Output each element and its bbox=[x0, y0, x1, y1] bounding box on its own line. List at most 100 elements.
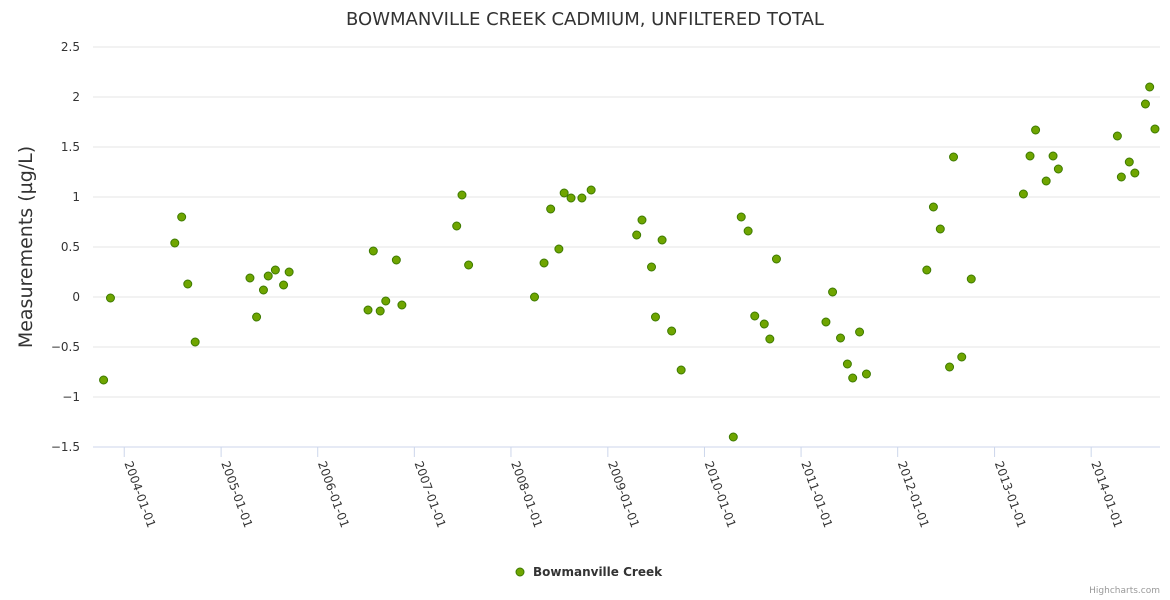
data-point[interactable] bbox=[99, 375, 109, 385]
data-point[interactable] bbox=[577, 193, 587, 203]
x-tick-label: 2014-01-01 bbox=[1088, 459, 1125, 529]
y-tick-label: −0.5 bbox=[51, 340, 80, 354]
data-point[interactable] bbox=[637, 215, 647, 225]
data-point[interactable] bbox=[743, 226, 753, 236]
data-point[interactable] bbox=[765, 334, 775, 344]
data-point[interactable] bbox=[657, 235, 667, 245]
y-tick-label: −1 bbox=[62, 390, 80, 404]
data-point[interactable] bbox=[177, 212, 187, 222]
data-point[interactable] bbox=[667, 326, 677, 336]
y-axis-title: Measurements (µg/L) bbox=[15, 146, 37, 348]
data-point[interactable] bbox=[647, 262, 657, 272]
x-axis: 2004-01-01 2005-01-01 2006-01-01 2007-01-01… bbox=[121, 447, 1125, 530]
y-tick-label: 2.5 bbox=[61, 40, 80, 54]
chart-title: BOWMANVILLE CREEK CADMIUM, UNFILTERED TO… bbox=[346, 9, 824, 30]
data-point[interactable] bbox=[566, 193, 576, 203]
data-point[interactable] bbox=[375, 306, 385, 316]
data-point[interactable] bbox=[771, 254, 781, 264]
data-point[interactable] bbox=[270, 265, 280, 275]
data-point[interactable] bbox=[391, 255, 401, 265]
data-point[interactable] bbox=[258, 285, 268, 295]
data-point[interactable] bbox=[1116, 172, 1126, 182]
y-tick-label: 1 bbox=[72, 190, 80, 204]
data-point[interactable] bbox=[861, 369, 871, 379]
data-point[interactable] bbox=[105, 293, 115, 303]
data-point[interactable] bbox=[957, 352, 967, 362]
data-point[interactable] bbox=[546, 204, 556, 214]
x-tick-label: 2011-01-01 bbox=[798, 459, 835, 529]
data-point[interactable] bbox=[736, 212, 746, 222]
legend-item-label[interactable]: Bowmanville Creek bbox=[533, 565, 663, 579]
series-bowmanville-creek[interactable] bbox=[99, 82, 1160, 442]
data-point[interactable] bbox=[759, 319, 769, 329]
x-tick-label: 2008-01-01 bbox=[508, 459, 545, 529]
data-point[interactable] bbox=[554, 244, 564, 254]
y-tick-label: 2 bbox=[72, 90, 80, 104]
data-point[interactable] bbox=[183, 279, 193, 289]
data-point[interactable] bbox=[842, 359, 852, 369]
y-tick-label: 0.5 bbox=[61, 240, 80, 254]
data-point[interactable] bbox=[170, 238, 180, 248]
data-point[interactable] bbox=[457, 190, 467, 200]
data-point[interactable] bbox=[650, 312, 660, 322]
data-point[interactable] bbox=[363, 305, 373, 315]
data-point[interactable] bbox=[1124, 157, 1134, 167]
x-tick-label: 2005-01-01 bbox=[218, 459, 255, 529]
data-point[interactable] bbox=[263, 271, 273, 281]
y-axis: 2.5 2 1.5 1 0.5 0 −0.5 −1 −1.5 bbox=[51, 40, 80, 454]
data-point[interactable] bbox=[464, 260, 474, 270]
data-point[interactable] bbox=[1145, 82, 1155, 92]
data-point[interactable] bbox=[928, 202, 938, 212]
data-point[interactable] bbox=[750, 311, 760, 321]
data-point[interactable] bbox=[828, 287, 838, 297]
data-point[interactable] bbox=[279, 280, 289, 290]
data-point[interactable] bbox=[559, 188, 569, 198]
data-point[interactable] bbox=[922, 265, 932, 275]
x-tick-label: 2009-01-01 bbox=[605, 459, 642, 529]
data-point[interactable] bbox=[530, 292, 540, 302]
data-point[interactable] bbox=[1130, 168, 1140, 178]
data-point[interactable] bbox=[935, 224, 945, 234]
data-point[interactable] bbox=[368, 246, 378, 256]
grid-lines bbox=[93, 46, 1160, 448]
data-point[interactable] bbox=[452, 221, 462, 231]
data-point[interactable] bbox=[848, 373, 858, 383]
data-point[interactable] bbox=[1031, 125, 1041, 135]
data-point[interactable] bbox=[1053, 164, 1063, 174]
data-point[interactable] bbox=[855, 327, 865, 337]
data-point[interactable] bbox=[836, 333, 846, 343]
data-point[interactable] bbox=[539, 258, 549, 268]
y-tick-label: −1.5 bbox=[51, 440, 80, 454]
y-tick-label: 0 bbox=[72, 290, 80, 304]
data-point[interactable] bbox=[190, 337, 200, 347]
y-tick-label: 1.5 bbox=[61, 140, 80, 154]
data-point[interactable] bbox=[1018, 189, 1028, 199]
legend[interactable]: Bowmanville Creek bbox=[515, 565, 663, 579]
x-tick-label: 2004-01-01 bbox=[121, 459, 158, 529]
data-point[interactable] bbox=[284, 267, 294, 277]
data-point[interactable] bbox=[1025, 151, 1035, 161]
data-point[interactable] bbox=[1112, 131, 1122, 141]
data-point[interactable] bbox=[949, 152, 959, 162]
data-point[interactable] bbox=[252, 312, 262, 322]
x-tick-label: 2010-01-01 bbox=[702, 459, 739, 529]
credits-link[interactable]: Highcharts.com bbox=[1089, 586, 1160, 596]
x-tick-label: 2012-01-01 bbox=[895, 459, 932, 529]
data-point[interactable] bbox=[821, 317, 831, 327]
data-point[interactable] bbox=[381, 296, 391, 306]
x-tick-label: 2013-01-01 bbox=[992, 459, 1029, 529]
data-point[interactable] bbox=[676, 365, 686, 375]
data-point[interactable] bbox=[245, 273, 255, 283]
data-point[interactable] bbox=[1041, 176, 1051, 186]
x-tick-label: 2006-01-01 bbox=[315, 459, 352, 529]
data-point[interactable] bbox=[397, 300, 407, 310]
data-point[interactable] bbox=[1140, 99, 1150, 109]
data-point[interactable] bbox=[966, 274, 976, 284]
data-point[interactable] bbox=[1048, 151, 1058, 161]
data-point[interactable] bbox=[728, 432, 738, 442]
data-point[interactable] bbox=[945, 362, 955, 372]
data-point[interactable] bbox=[632, 230, 642, 240]
data-point[interactable] bbox=[1150, 124, 1160, 134]
data-point[interactable] bbox=[586, 185, 596, 195]
